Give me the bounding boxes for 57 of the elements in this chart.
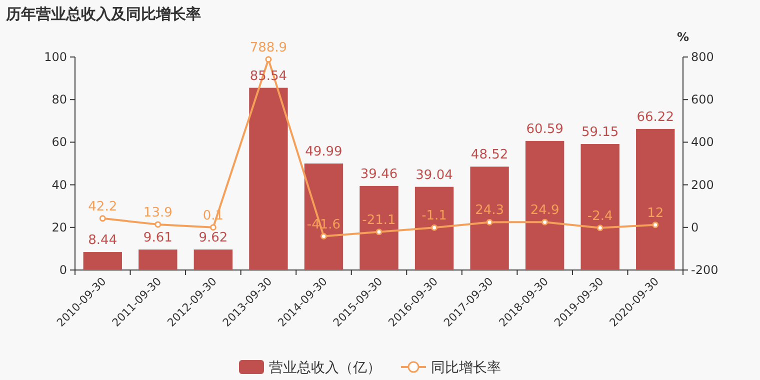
- bar: [249, 88, 288, 270]
- point: [596, 224, 604, 232]
- bar: [138, 250, 178, 270]
- data-label: 48.52: [470, 148, 508, 163]
- data-label: -1.1: [422, 208, 447, 224]
- point: [376, 228, 382, 236]
- data-label: 42.2: [88, 199, 118, 214]
- bar: [304, 164, 344, 270]
- y2-tick-label: 400: [691, 135, 714, 150]
- data-label: 49.99: [305, 144, 342, 160]
- bar: [470, 166, 509, 270]
- data-label: 8.44: [88, 233, 118, 248]
- data-label: 24.3: [475, 203, 504, 218]
- y2-tick-label: 800: [691, 50, 714, 64]
- point: [652, 222, 659, 228]
- y-tick-label: 20: [52, 220, 67, 234]
- bar: [525, 140, 564, 270]
- point: [320, 233, 327, 240]
- bar: [636, 128, 675, 270]
- data-label: 788.9: [250, 40, 288, 56]
- data-label: 12: [647, 206, 664, 221]
- point: [210, 224, 216, 231]
- y-tick-label: 0: [59, 263, 67, 277]
- data-label: 66.22: [636, 110, 674, 125]
- data-label: 39.46: [360, 166, 398, 182]
- data-label: -2.4: [587, 208, 613, 224]
- y2-tick-label: 200: [691, 178, 714, 192]
- y2-tick-label: 600: [691, 92, 714, 107]
- y-tick-label: 60: [52, 135, 67, 150]
- point: [99, 215, 106, 222]
- point: [265, 56, 272, 63]
- y-tick-label: 80: [52, 92, 67, 107]
- point: [154, 221, 162, 228]
- point: [542, 218, 548, 226]
- point: [431, 224, 438, 231]
- data-label: 9.62: [198, 230, 228, 246]
- data-label: -21.1: [362, 212, 396, 228]
- y-tick-label: 100: [44, 50, 67, 64]
- bar: [580, 144, 620, 270]
- data-label: 9.61: [143, 230, 172, 246]
- bar: [414, 186, 454, 270]
- bar: [194, 250, 233, 270]
- y2-axis-title: %: [676, 30, 690, 44]
- data-label: 13.9: [143, 205, 172, 220]
- bar: [83, 252, 122, 270]
- legend-label: 营业总收入（亿）: [269, 360, 381, 376]
- data-label: 59.15: [581, 125, 619, 140]
- chart-title: 历年营业总收入及同比增长率: [5, 5, 201, 23]
- point: [486, 218, 493, 226]
- y2-tick-label: -200: [691, 263, 718, 277]
- y-tick-label: 40: [52, 178, 67, 192]
- bar: [360, 186, 398, 270]
- data-label: 39.04: [416, 168, 453, 183]
- y2-tick-label: 0: [691, 220, 699, 234]
- data-label: 24.9: [530, 203, 560, 218]
- data-label: 60.59: [526, 122, 564, 137]
- legend-label: 同比增长率: [431, 360, 501, 376]
